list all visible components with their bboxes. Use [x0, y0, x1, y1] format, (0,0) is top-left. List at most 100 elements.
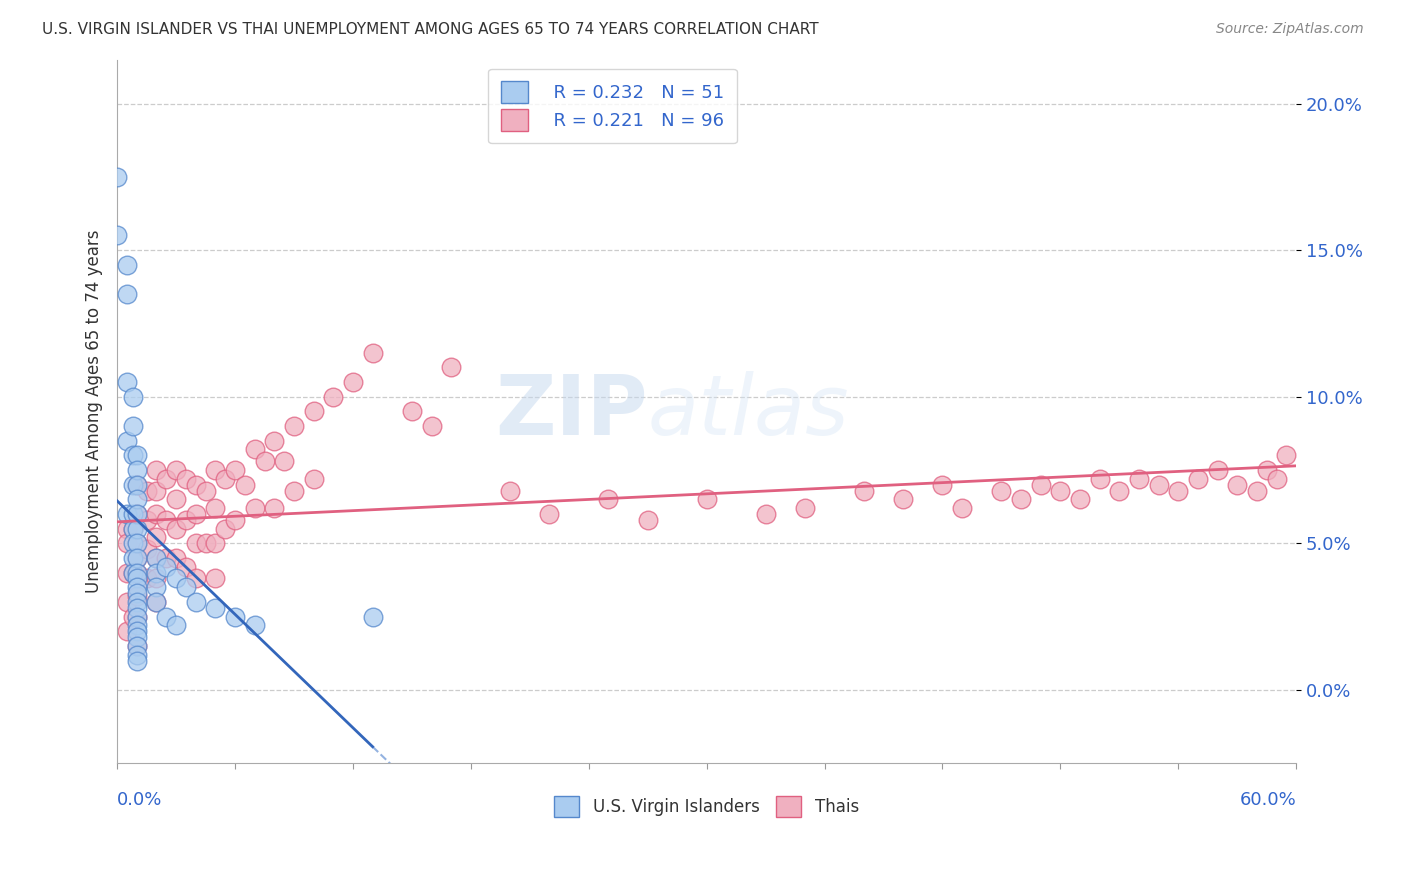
- Point: [125, 586, 148, 600]
- Point: [214, 522, 236, 536]
- Text: U.S. VIRGIN ISLANDER VS THAI UNEMPLOYMENT AMONG AGES 65 TO 74 YEARS CORRELATION : U.S. VIRGIN ISLANDER VS THAI UNEMPLOYMEN…: [42, 22, 818, 37]
- Point: [950, 501, 973, 516]
- Point: [342, 375, 364, 389]
- Point: [165, 463, 187, 477]
- Point: [1088, 472, 1111, 486]
- Point: [273, 454, 295, 468]
- Point: [1049, 483, 1071, 498]
- Point: [1187, 472, 1209, 486]
- Point: [755, 507, 778, 521]
- Point: [125, 463, 148, 477]
- Point: [165, 550, 187, 565]
- Point: [125, 589, 148, 603]
- Point: [174, 472, 197, 486]
- Point: [145, 463, 167, 477]
- Y-axis label: Unemployment Among Ages 65 to 74 years: Unemployment Among Ages 65 to 74 years: [86, 229, 103, 593]
- Point: [145, 550, 167, 565]
- Point: [122, 522, 145, 536]
- Point: [184, 477, 207, 491]
- Point: [184, 595, 207, 609]
- Point: [165, 571, 187, 585]
- Point: [125, 550, 148, 565]
- Point: [165, 618, 187, 632]
- Point: [538, 507, 561, 521]
- Point: [125, 624, 148, 639]
- Point: [125, 600, 148, 615]
- Point: [1246, 483, 1268, 498]
- Point: [125, 492, 148, 507]
- Point: [1108, 483, 1130, 498]
- Point: [204, 463, 226, 477]
- Point: [125, 654, 148, 668]
- Point: [115, 434, 138, 448]
- Point: [135, 571, 157, 585]
- Text: ZIP: ZIP: [495, 371, 648, 452]
- Point: [1029, 477, 1052, 491]
- Point: [145, 566, 167, 580]
- Point: [243, 442, 266, 457]
- Point: [115, 536, 138, 550]
- Point: [1226, 477, 1249, 491]
- Point: [145, 483, 167, 498]
- Point: [184, 507, 207, 521]
- Point: [125, 648, 148, 662]
- Point: [115, 507, 138, 521]
- Point: [105, 169, 128, 184]
- Point: [125, 550, 148, 565]
- Point: [125, 639, 148, 653]
- Point: [125, 536, 148, 550]
- Point: [224, 609, 246, 624]
- Point: [122, 536, 145, 550]
- Point: [125, 618, 148, 632]
- Point: [194, 536, 217, 550]
- Point: [224, 513, 246, 527]
- Point: [302, 404, 325, 418]
- Point: [115, 566, 138, 580]
- Point: [1206, 463, 1229, 477]
- Point: [125, 507, 148, 521]
- Point: [204, 600, 226, 615]
- Point: [145, 595, 167, 609]
- Point: [361, 345, 384, 359]
- Point: [122, 522, 145, 536]
- Point: [122, 609, 145, 624]
- Point: [184, 536, 207, 550]
- Point: [125, 609, 148, 624]
- Point: [122, 507, 145, 521]
- Point: [852, 483, 875, 498]
- Point: [637, 513, 659, 527]
- Point: [155, 559, 177, 574]
- Point: [155, 472, 177, 486]
- Point: [598, 492, 620, 507]
- Point: [420, 419, 443, 434]
- Point: [125, 580, 148, 594]
- Point: [125, 536, 148, 550]
- Point: [204, 536, 226, 550]
- Point: [145, 550, 167, 565]
- Point: [125, 522, 148, 536]
- Point: [125, 566, 148, 580]
- Point: [253, 454, 276, 468]
- Text: atlas: atlas: [648, 371, 849, 452]
- Point: [990, 483, 1012, 498]
- Point: [440, 360, 463, 375]
- Point: [115, 624, 138, 639]
- Point: [125, 595, 148, 609]
- Point: [122, 390, 145, 404]
- Point: [214, 472, 236, 486]
- Point: [155, 550, 177, 565]
- Point: [1069, 492, 1091, 507]
- Point: [125, 477, 148, 491]
- Point: [155, 513, 177, 527]
- Point: [283, 419, 305, 434]
- Point: [1256, 463, 1278, 477]
- Point: [125, 609, 148, 624]
- Point: [243, 618, 266, 632]
- Point: [194, 483, 217, 498]
- Point: [243, 501, 266, 516]
- Point: [302, 472, 325, 486]
- Point: [125, 477, 148, 491]
- Point: [204, 501, 226, 516]
- Point: [115, 375, 138, 389]
- Point: [322, 390, 344, 404]
